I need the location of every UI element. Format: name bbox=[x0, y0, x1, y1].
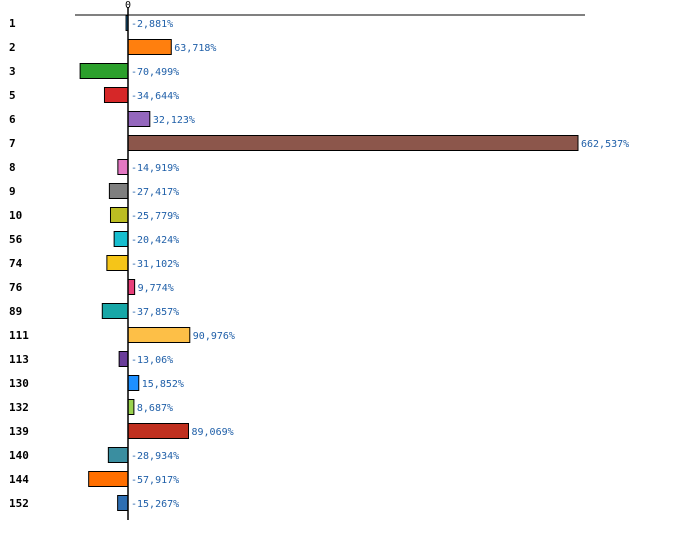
value-label-76: 9,774% bbox=[138, 283, 174, 294]
bar-111 bbox=[127, 327, 191, 343]
category-label-140: 140 bbox=[9, 449, 29, 462]
category-labels: 1235678910567476891111131301321391401441… bbox=[9, 17, 29, 510]
value-label-10: -25,779% bbox=[131, 211, 179, 222]
category-label-144: 144 bbox=[9, 473, 29, 486]
category-label-113: 113 bbox=[9, 353, 29, 366]
bar-139 bbox=[127, 423, 189, 439]
category-label-8: 8 bbox=[9, 161, 16, 174]
bar-6 bbox=[127, 111, 151, 127]
bar-113 bbox=[118, 351, 129, 367]
value-label-56: -20,424% bbox=[131, 235, 179, 246]
value-label-152: -15,267% bbox=[131, 499, 179, 510]
category-label-139: 139 bbox=[9, 425, 29, 438]
category-label-76: 76 bbox=[9, 281, 23, 294]
value-label-6: 32,123% bbox=[153, 115, 195, 126]
axes: 0 bbox=[75, 0, 585, 520]
category-label-74: 74 bbox=[9, 257, 23, 270]
bar-3 bbox=[79, 63, 129, 79]
bar-5 bbox=[103, 87, 129, 103]
bar-7 bbox=[127, 135, 579, 151]
category-label-3: 3 bbox=[9, 65, 16, 78]
bar-132 bbox=[127, 399, 135, 415]
category-label-6: 6 bbox=[9, 113, 16, 126]
value-label-8: -14,919% bbox=[131, 163, 179, 174]
bar-89 bbox=[101, 303, 129, 319]
value-label-139: 89,069% bbox=[191, 427, 233, 438]
value-label-9: -27,417% bbox=[131, 187, 179, 198]
value-label-111: 90,976% bbox=[193, 331, 235, 342]
value-label-113: -13,06% bbox=[131, 355, 173, 366]
value-label-74: -31,102% bbox=[131, 259, 179, 270]
category-label-132: 132 bbox=[9, 401, 29, 414]
value-label-132: 8,687% bbox=[137, 403, 173, 414]
bar-144 bbox=[88, 471, 129, 487]
value-label-1: -2,881% bbox=[131, 19, 173, 30]
bar-130 bbox=[127, 375, 140, 391]
category-label-1: 1 bbox=[9, 17, 16, 30]
bar-152 bbox=[117, 495, 129, 511]
bar-9 bbox=[108, 183, 129, 199]
category-label-2: 2 bbox=[9, 41, 16, 54]
value-label-3: -70,499% bbox=[131, 67, 179, 78]
bar-2 bbox=[127, 39, 172, 55]
tick-label-0: 0 bbox=[125, 0, 131, 11]
category-label-130: 130 bbox=[9, 377, 29, 390]
category-label-9: 9 bbox=[9, 185, 16, 198]
value-label-89: -37,857% bbox=[131, 307, 179, 318]
category-label-10: 10 bbox=[9, 209, 22, 222]
category-label-152: 152 bbox=[9, 497, 29, 510]
bar-74 bbox=[106, 255, 129, 271]
category-label-56: 56 bbox=[9, 233, 23, 246]
category-label-111: 111 bbox=[9, 329, 29, 342]
bar-76 bbox=[127, 279, 136, 295]
bar-140 bbox=[107, 447, 129, 463]
category-label-7: 7 bbox=[9, 137, 16, 150]
value-label-130: 15,852% bbox=[142, 379, 184, 390]
category-label-89: 89 bbox=[9, 305, 22, 318]
value-label-2: 63,718% bbox=[174, 43, 216, 54]
bar-10 bbox=[109, 207, 129, 223]
value-label-7: 662,537% bbox=[581, 139, 629, 150]
value-label-144: -57,917% bbox=[131, 475, 179, 486]
value-label-5: -34,644% bbox=[131, 91, 179, 102]
value-label-140: -28,934% bbox=[131, 451, 179, 462]
bar-56 bbox=[113, 231, 129, 247]
category-label-5: 5 bbox=[9, 89, 16, 102]
value-labels: -2,881% 63,718% -70,499% -34,644% 32,123% 662… bbox=[131, 19, 629, 510]
bar-8 bbox=[117, 159, 129, 175]
